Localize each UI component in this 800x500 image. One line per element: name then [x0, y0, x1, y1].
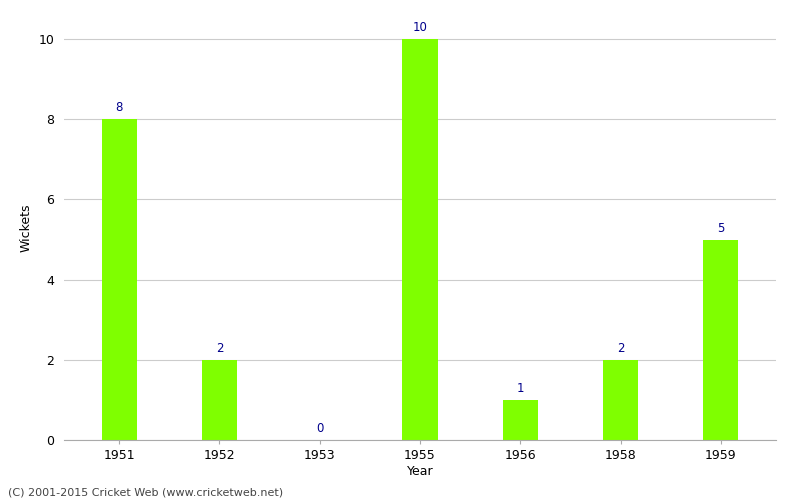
Text: 8: 8: [115, 102, 123, 114]
Y-axis label: Wickets: Wickets: [20, 203, 33, 252]
Text: 0: 0: [316, 422, 323, 435]
Text: 1: 1: [517, 382, 524, 395]
Bar: [703, 240, 738, 440]
Bar: [502, 400, 538, 440]
Text: 2: 2: [216, 342, 223, 355]
Bar: [402, 39, 438, 440]
Bar: [603, 360, 638, 440]
X-axis label: Year: Year: [406, 465, 434, 478]
Text: (C) 2001-2015 Cricket Web (www.cricketweb.net): (C) 2001-2015 Cricket Web (www.cricketwe…: [8, 488, 283, 498]
Bar: [102, 119, 137, 440]
Bar: [202, 360, 237, 440]
Text: 5: 5: [717, 222, 725, 234]
Text: 2: 2: [617, 342, 624, 355]
Text: 10: 10: [413, 21, 427, 34]
